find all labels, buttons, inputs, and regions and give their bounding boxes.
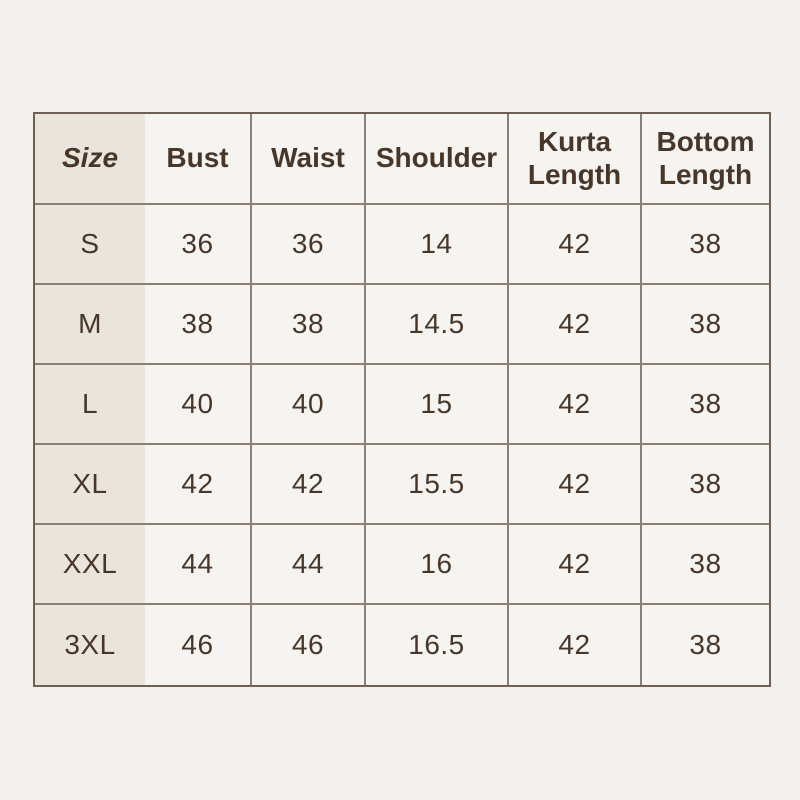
cell-shoulder: 15.5 — [366, 445, 509, 525]
cell-bust: 40 — [145, 365, 252, 445]
header-cell-shoulder: Shoulder — [366, 114, 509, 205]
cell-waist: 42 — [252, 445, 366, 525]
row-label-size: L — [35, 365, 145, 445]
cell-shoulder: 16 — [366, 525, 509, 605]
cell-bottom-length: 38 — [642, 285, 769, 365]
cell-shoulder: 16.5 — [366, 605, 509, 685]
size-chart: Size Bust Waist Shoulder Kurta Length Bo… — [33, 112, 771, 687]
header-cell-bust: Bust — [145, 114, 252, 205]
header-cell-bottom-length: Bottom Length — [642, 114, 769, 205]
cell-shoulder: 15 — [366, 365, 509, 445]
cell-kurta-length: 42 — [509, 205, 642, 285]
cell-bust: 44 — [145, 525, 252, 605]
row-label-size: 3XL — [35, 605, 145, 685]
cell-bottom-length: 38 — [689, 629, 722, 660]
cell-bottom-length: 38 — [642, 445, 769, 525]
cell-kurta-length: 42 — [509, 445, 642, 525]
cell-waist: 40 — [252, 365, 366, 445]
cell-kurta-length: 42 — [509, 525, 642, 605]
cell-kurta-length: 42 — [509, 285, 642, 365]
cell-bottom-length: 38 — [642, 365, 769, 445]
cell-waist: 44 — [252, 525, 366, 605]
header-cell-kurta-length: Kurta Length — [509, 114, 642, 205]
cell-bust: 46 — [145, 605, 252, 685]
cell-shoulder: 14 — [366, 205, 509, 285]
row-label-size: S — [35, 205, 145, 285]
row-label-size: M — [35, 285, 145, 365]
cell-waist: 46 — [252, 605, 366, 685]
cell-waist: 38 — [252, 285, 366, 365]
cell-bust: 36 — [145, 205, 252, 285]
cell-kurta-length: 42 — [509, 365, 642, 445]
table-row-3xl: 3XL 46 46 16.5 42 38 — [35, 605, 769, 685]
header-cell-waist: Waist — [252, 114, 366, 205]
cell-kurta-length: 42 — [509, 605, 642, 685]
table-row-l: L 40 40 15 42 38 — [35, 365, 769, 445]
header-cell-size: Size — [35, 114, 145, 205]
header-row: Size Bust Waist Shoulder Kurta Length Bo… — [35, 114, 769, 205]
table-row-m: M 38 38 14.5 42 38 — [35, 285, 769, 365]
cell-waist: 36 — [252, 205, 366, 285]
row-label-size: XL — [35, 445, 145, 525]
table-row-xl: XL 42 42 15.5 42 38 — [35, 445, 769, 525]
cell-bust: 42 — [145, 445, 252, 525]
cell-bottom-length: 38 — [642, 205, 769, 285]
table-row-s: S 36 36 14 42 38 — [35, 205, 769, 285]
row-label-size: XXL — [35, 525, 145, 605]
cell-bust: 38 — [145, 285, 252, 365]
table-row-xxl: XXL 44 44 16 42 38 — [35, 525, 769, 605]
cell-shoulder: 14.5 — [366, 285, 509, 365]
size-chart-table: Size Bust Waist Shoulder Kurta Length Bo… — [33, 112, 771, 687]
cell-bottom-length: 38 — [642, 525, 769, 605]
